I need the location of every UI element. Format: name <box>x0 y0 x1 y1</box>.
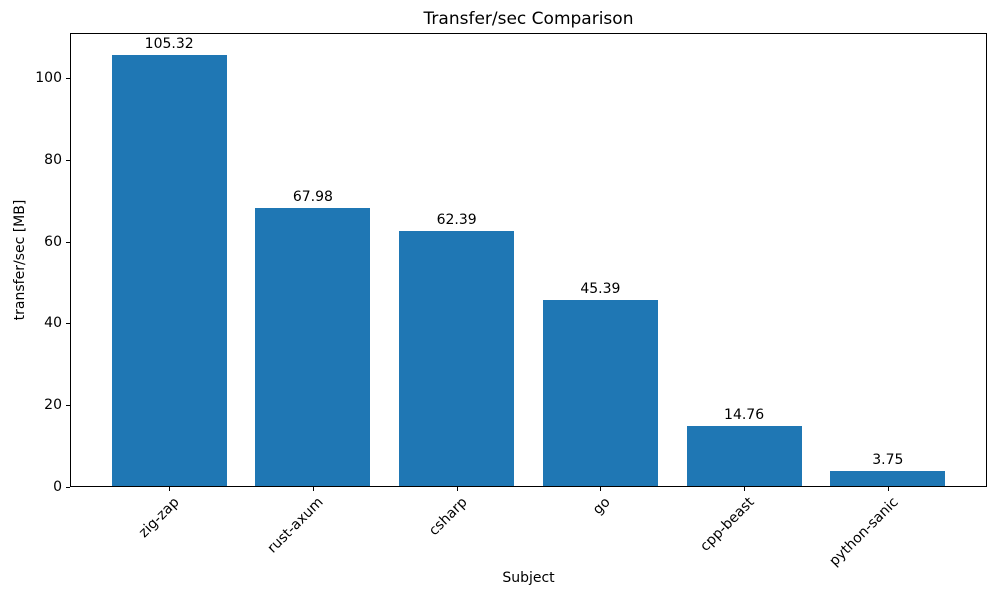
y-tick-label: 40 <box>44 315 62 332</box>
plot-area <box>70 33 987 487</box>
bar-value-label: 105.32 <box>144 36 194 53</box>
y-tick-label: 0 <box>53 479 62 495</box>
y-tick-mark <box>66 487 70 488</box>
x-tick-mark <box>312 487 314 491</box>
y-tick-mark <box>66 77 70 79</box>
bar-value-label: 62.39 <box>436 211 477 228</box>
x-tick-mark <box>744 487 746 491</box>
bar-python-sanic <box>830 470 946 486</box>
y-tick-mark <box>66 323 70 325</box>
bar-rust-axum <box>255 207 371 486</box>
y-tick-label: 80 <box>44 151 62 168</box>
y-tick-mark <box>66 241 70 243</box>
x-tick-label-python-sanic: python-sanic <box>826 494 902 570</box>
x-tick-mark <box>600 487 602 491</box>
bar-go <box>542 300 658 486</box>
y-tick-label: 100 <box>35 69 62 86</box>
y-tick-label: 60 <box>44 233 62 250</box>
bar-value-label: 3.75 <box>872 451 904 468</box>
y-tick-mark <box>66 159 70 161</box>
x-tick-label-zig-zap: zig-zap <box>136 494 183 541</box>
bar-csharp <box>399 230 515 486</box>
bar-value-label: 67.98 <box>292 188 333 205</box>
x-tick-label-csharp: csharp <box>425 494 471 539</box>
x-tick-label-cpp-beast: cpp-beast <box>697 494 758 555</box>
y-tick-mark <box>66 405 70 407</box>
chart-title: Transfer/sec Comparison <box>423 9 634 29</box>
bar-value-label: 45.39 <box>580 281 621 298</box>
bar-zig-zap <box>111 55 227 486</box>
y-tick-label: 20 <box>44 397 62 414</box>
x-tick-label-go: go <box>590 494 614 518</box>
bar-value-label: 14.76 <box>724 406 765 423</box>
y-axis-label: transfer/sec [MB] <box>12 199 28 321</box>
x-tick-label-rust-axum: rust-axum <box>264 494 327 557</box>
bar-cpp-beast <box>686 425 802 486</box>
x-tick-mark <box>887 487 889 491</box>
x-axis-label: Subject <box>502 570 555 586</box>
x-tick-mark <box>456 487 458 491</box>
x-tick-mark <box>169 487 171 491</box>
